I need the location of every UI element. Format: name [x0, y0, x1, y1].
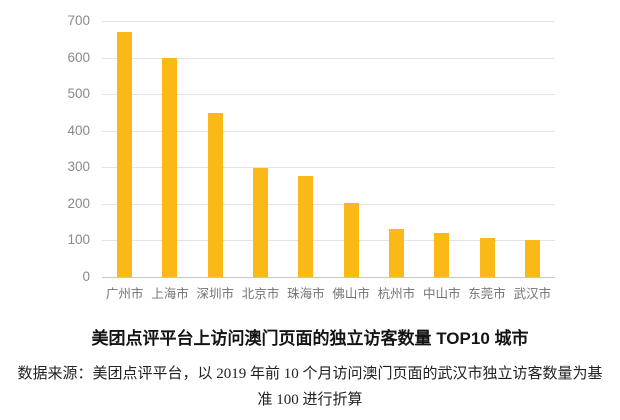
x-tick-label-东莞市: 东莞市	[468, 287, 506, 301]
source-note: 数据来源：美团点评平台，以 2019 年前 10 个月访问澳门页面的武汉市独立访…	[17, 366, 603, 408]
x-tick-label-佛山市: 佛山市	[332, 287, 370, 301]
bar-深圳市	[207, 113, 223, 277]
gridline-200	[102, 203, 555, 205]
x-tick-label-武汉市: 武汉市	[513, 287, 552, 301]
bar-武汉市	[524, 240, 540, 277]
chart-title: 美团点评平台上访问澳门页面的独立访客数量 TOP10 城市	[91, 329, 529, 348]
y-tick-label-300: 300	[67, 159, 90, 175]
y-tick-label-600: 600	[67, 49, 90, 65]
bar-广州市	[117, 31, 133, 277]
gridline-500	[102, 94, 555, 96]
gridline-0	[102, 277, 555, 278]
x-tick-label-深圳市: 深圳市	[196, 287, 234, 301]
x-tick-label-广州市: 广州市	[105, 287, 144, 301]
bar-东莞市	[479, 237, 495, 277]
gridline-700	[102, 21, 555, 22]
gridline-600	[102, 57, 555, 59]
x-tick-label-北京市: 北京市	[241, 287, 280, 301]
x-tick-label-珠海市: 珠海市	[287, 287, 325, 301]
bar-中山市	[434, 233, 450, 277]
gridline-300	[102, 167, 555, 169]
bar-杭州市	[388, 228, 404, 277]
x-tick-label-杭州市: 杭州市	[377, 287, 416, 301]
x-tick-label-中山市: 中山市	[422, 287, 461, 301]
y-tick-label-0: 0	[82, 269, 90, 284]
bar-佛山市	[343, 202, 359, 277]
bar-北京市	[253, 168, 269, 277]
gridline-400	[102, 130, 555, 132]
gridline-100	[102, 240, 555, 242]
y-tick-label-400: 400	[67, 122, 90, 138]
y-tick-label-200: 200	[67, 195, 90, 211]
y-tick-label-100: 100	[67, 232, 90, 248]
y-tick-label-500: 500	[67, 86, 90, 102]
x-tick-label-上海市: 上海市	[151, 287, 189, 301]
plot-area	[102, 21, 555, 278]
y-tick-label-700: 700	[67, 13, 90, 28]
bar-珠海市	[298, 176, 314, 277]
x-axis: 广州市 上海市 深圳市 北京市 珠海市 佛山市 杭州市 中山市 东莞市 武汉市	[102, 283, 555, 302]
bar-上海市	[162, 57, 178, 277]
